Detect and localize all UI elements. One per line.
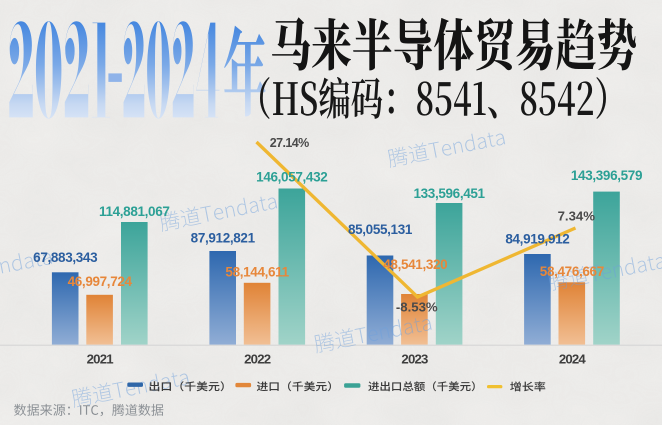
svg-text:146,057,432: 146,057,432 (256, 169, 327, 184)
svg-text:2021: 2021 (87, 352, 114, 367)
svg-text:114,881,067: 114,881,067 (99, 204, 169, 219)
svg-text:58,144,611: 58,144,611 (225, 265, 289, 280)
svg-text:27.14%: 27.14% (270, 136, 309, 150)
svg-text:84,919,912: 84,919,912 (505, 232, 569, 247)
svg-text:67,883,343: 67,883,343 (33, 250, 98, 265)
svg-text:2022: 2022 (244, 352, 271, 367)
svg-text:48,541,320: 48,541,320 (383, 257, 447, 272)
svg-text:143,396,579: 143,396,579 (571, 168, 642, 183)
svg-text:133,596,451: 133,596,451 (413, 186, 485, 201)
svg-text:87,912,821: 87,912,821 (191, 231, 256, 246)
svg-text:7.34%: 7.34% (558, 208, 596, 223)
svg-text:58,476,667: 58,476,667 (540, 264, 604, 279)
svg-text:46,997,724: 46,997,724 (68, 274, 133, 289)
svg-text:-8.53%: -8.53% (396, 300, 438, 315)
svg-text:85,055,131: 85,055,131 (348, 222, 413, 237)
svg-text:2023: 2023 (401, 352, 428, 367)
svg-text:2024: 2024 (559, 352, 587, 367)
